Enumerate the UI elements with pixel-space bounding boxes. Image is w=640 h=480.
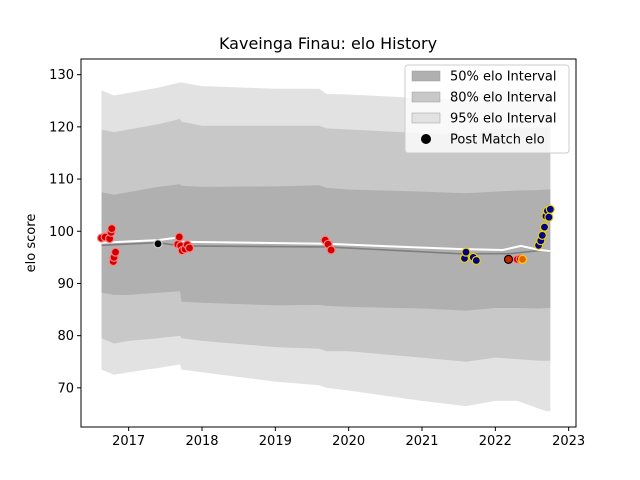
y-tick-label: 80 bbox=[57, 329, 74, 344]
axes: 2017 2018 2019 2020 2021 2022 2023 70 80 90 100 110… bbox=[49, 58, 585, 449]
post-match-point bbox=[545, 204, 555, 214]
x-tick-label: 2017 bbox=[112, 434, 145, 449]
chart-title: Kaveinga Finau: elo History bbox=[219, 34, 437, 53]
legend-label: 95% elo Interval bbox=[450, 112, 557, 127]
post-match-point bbox=[107, 224, 117, 234]
mean-elo-line bbox=[101, 236, 551, 253]
post-match-point bbox=[153, 239, 163, 249]
x-tick-label: 2018 bbox=[185, 434, 218, 449]
post-match-point bbox=[544, 212, 554, 222]
y-axis-label: elo score bbox=[24, 214, 39, 273]
post-match-point bbox=[174, 232, 184, 242]
y-tick-label: 110 bbox=[49, 173, 74, 188]
legend-marker bbox=[421, 134, 431, 144]
legend-label: 80% elo Interval bbox=[450, 91, 557, 106]
x-tick-label: 2022 bbox=[479, 434, 512, 449]
legend-label: Post Match elo bbox=[450, 133, 545, 148]
x-tick-label: 2019 bbox=[259, 434, 292, 449]
x-tick-label: 2020 bbox=[332, 434, 365, 449]
post-match-point bbox=[461, 247, 471, 257]
y-tick-label: 120 bbox=[49, 120, 74, 135]
post-match-point bbox=[503, 254, 514, 264]
post-match-point bbox=[537, 230, 547, 240]
plot-frame bbox=[80, 58, 577, 428]
post-match-point bbox=[184, 243, 195, 253]
y-tick-label: 130 bbox=[49, 68, 74, 83]
y-tick-label: 100 bbox=[49, 225, 74, 240]
post-match-point bbox=[110, 247, 121, 257]
plot-area bbox=[96, 82, 555, 412]
legend-swatch bbox=[411, 91, 441, 103]
post-match-point bbox=[326, 245, 336, 255]
x-tick-label: 2023 bbox=[552, 434, 585, 449]
legend-box bbox=[404, 64, 570, 154]
legend-label: 50% elo Interval bbox=[450, 70, 557, 85]
y-tick-label: 70 bbox=[57, 381, 74, 396]
legend-swatch bbox=[411, 112, 441, 124]
post-match-point bbox=[471, 255, 481, 266]
post-match-point bbox=[539, 222, 550, 232]
post-match-point bbox=[517, 254, 528, 264]
y-tick-label: 90 bbox=[57, 277, 74, 292]
legend: 50% elo Interval 80% elo Interval 95% elo … bbox=[404, 64, 570, 154]
x-tick-label: 2021 bbox=[405, 434, 438, 449]
legend-swatch bbox=[411, 70, 441, 82]
